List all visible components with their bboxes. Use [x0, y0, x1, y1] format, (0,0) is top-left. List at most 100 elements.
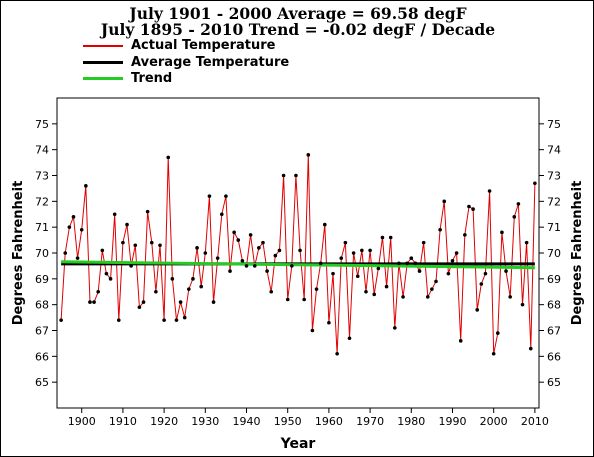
actual-temperature-point: [331, 271, 335, 276]
actual-temperature-point: [401, 295, 405, 299]
actual-temperature-point: [306, 153, 311, 157]
actual-temperature-point: [174, 318, 179, 322]
y-tick-label-left: 70: [35, 247, 49, 260]
chart-title-line-2: July 1895 - 2010 Trend = -0.02 degF / De…: [100, 20, 496, 39]
actual-temperature-point: [467, 204, 471, 209]
actual-temperature-point: [269, 289, 274, 294]
actual-temperature-point: [524, 240, 529, 245]
actual-temperature-point: [191, 277, 195, 281]
actual-temperature-point: [100, 248, 105, 253]
actual-temperature-point: [298, 248, 302, 253]
actual-temperature-point: [442, 199, 447, 204]
actual-temperature-point: [203, 251, 208, 255]
x-axis: 1900 1910 1920 1930 1940 1950 1960 1970 1980 1990…: [68, 408, 549, 428]
actual-temperature-point: [504, 269, 508, 273]
x-tick-label: 1940: [233, 415, 261, 428]
y-axis-label-right: Degrees Fahrenheit: [570, 181, 585, 326]
x-axis-label: Year: [280, 436, 316, 452]
actual-temperature-point: [458, 339, 463, 343]
actual-temperature-point: [96, 289, 100, 294]
legend-label-actual: Actual Temperature: [131, 38, 276, 53]
actual-temperature-point: [355, 274, 360, 279]
chart-title-line-1: July 1901 - 2000 Average = 69.58 degF: [129, 4, 467, 23]
actual-temperature-point: [112, 212, 117, 217]
actual-temperature-point: [450, 258, 455, 263]
actual-temperature-point: [182, 315, 187, 320]
actual-temperature-point: [129, 264, 133, 268]
actual-temperature-point: [158, 243, 162, 248]
x-tick-label: 1930: [191, 415, 219, 428]
actual-temperature-point: [162, 318, 166, 322]
y-tick-label-right: 72: [547, 195, 561, 208]
actual-temperature-point: [339, 256, 344, 260]
y-tick-label-right: 67: [547, 325, 561, 338]
actual-temperature-point: [252, 264, 257, 268]
actual-temperature-point: [236, 238, 241, 242]
actual-temperature-point: [257, 246, 261, 250]
actual-temperature-point: [496, 331, 500, 335]
actual-temperature-point: [141, 300, 146, 304]
x-tick-label: 1980: [397, 415, 425, 428]
y-tick-label-right: 69: [547, 273, 561, 286]
actual-temperature-point: [446, 271, 451, 276]
series-layer: [59, 153, 537, 356]
actual-temperature-point: [479, 282, 484, 286]
actual-temperature-point: [178, 300, 183, 304]
actual-temperature-point: [516, 202, 521, 206]
x-tick-label: 1990: [438, 415, 466, 428]
actual-temperature-point: [281, 173, 286, 178]
legend-swatch-actual: [83, 45, 123, 47]
actual-temperature-point: [397, 261, 401, 266]
actual-temperature-point: [149, 240, 154, 245]
actual-temperature-point: [63, 251, 68, 255]
actual-temperature-point: [170, 277, 175, 281]
actual-temperature-point: [59, 318, 63, 322]
actual-temperature-point: [388, 235, 393, 240]
y-tick-label-right: 74: [547, 144, 561, 157]
y-tick-label-right: 66: [547, 350, 561, 363]
actual-temperature-point: [75, 256, 80, 260]
actual-temperature-point: [512, 215, 517, 219]
actual-temperature-point: [104, 271, 109, 276]
actual-temperature-point: [335, 351, 339, 356]
actual-temperature-point: [318, 261, 323, 266]
actual-temperature-point: [471, 207, 475, 211]
actual-temperature-point: [294, 173, 298, 178]
x-tick-label: 1960: [315, 415, 343, 428]
actual-temperature-point: [261, 240, 265, 245]
actual-temperature-point: [360, 248, 364, 253]
actual-temperature-point: [79, 227, 84, 232]
actual-temperature-point: [310, 328, 315, 333]
legend-swatch-trend: [83, 77, 123, 80]
actual-temperature-point: [92, 300, 96, 304]
x-tick-label: 1900: [68, 415, 96, 428]
actual-temperature-point: [116, 318, 121, 322]
y-tick-label-right: 73: [547, 170, 561, 183]
x-tick-label: 1950: [274, 415, 302, 428]
actual-temperature-point: [228, 269, 232, 273]
actual-temperature-point: [71, 215, 76, 219]
actual-temperature-point: [290, 264, 294, 268]
actual-temperature-point: [487, 189, 492, 193]
actual-temperature-point: [224, 194, 228, 198]
actual-temperature-point: [219, 212, 224, 217]
actual-temperature-point: [434, 279, 438, 284]
actual-temperature-line: [60, 154, 536, 354]
actual-temperature-point: [508, 295, 512, 299]
x-tick-label: 2010: [521, 415, 549, 428]
actual-temperature-point: [368, 248, 372, 253]
y-tick-label-left: 75: [35, 118, 49, 131]
actual-temperature-point: [137, 305, 142, 310]
actual-temperature-point: [475, 308, 480, 312]
actual-temperature-point: [322, 222, 327, 227]
actual-temperature-point: [430, 287, 434, 291]
actual-temperature-point: [413, 261, 418, 266]
actual-temperature-point: [211, 300, 216, 304]
legend-swatch-average: [83, 61, 123, 64]
actual-temperature-point: [265, 269, 269, 273]
y-tick-label-right: 75: [547, 118, 561, 131]
actual-temperature-point: [273, 253, 278, 258]
x-tick-label: 2000: [480, 415, 508, 428]
y-tick-label-left: 69: [35, 273, 49, 286]
